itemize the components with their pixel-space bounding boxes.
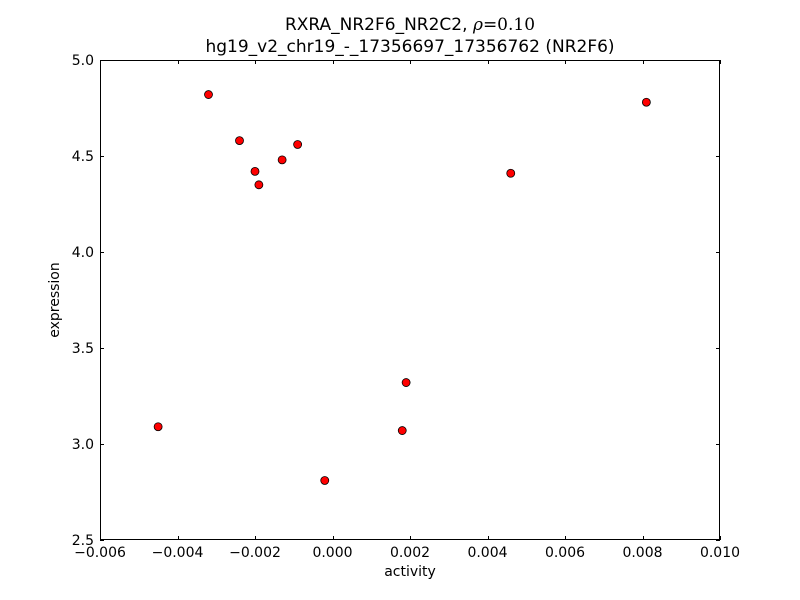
y-tick-label: 2.5 <box>72 533 94 549</box>
y-tick-label: 3.5 <box>72 341 94 357</box>
data-point <box>293 140 303 149</box>
x-tick-label: 0.004 <box>467 545 507 561</box>
data-point <box>320 476 330 485</box>
x-tick-label: 0.000 <box>312 545 352 561</box>
axis-ticks: −0.006 −0.004 −0.002 0.000 0.002 0.004 0.006 0.… <box>72 53 740 561</box>
data-point <box>254 180 264 190</box>
x-tick-label: −0.006 <box>74 545 126 561</box>
x-tick-label: 0.008 <box>622 545 662 561</box>
chart-title-line1: RXRA_NR2F6_NR2C2, ρ=0.10 <box>285 15 535 35</box>
y-tick-label: 4.5 <box>72 149 94 165</box>
x-tick-label: −0.002 <box>229 545 281 561</box>
chart-title-main: RXRA_NR2F6_NR2C2, <box>285 15 473 35</box>
data-point <box>397 426 407 435</box>
data-point <box>235 136 244 146</box>
data-point <box>153 422 163 432</box>
data-point <box>401 378 411 387</box>
data-point <box>641 97 651 107</box>
data-point <box>204 90 213 99</box>
rho-value: =0.10 <box>483 15 535 35</box>
data-point <box>277 155 287 165</box>
y-tick-label: 3.0 <box>72 437 94 453</box>
x-tick-label: −0.004 <box>152 545 204 561</box>
data-point <box>250 166 260 176</box>
data-points <box>153 90 651 485</box>
x-tick-label: 0.010 <box>700 545 740 561</box>
x-tick-label: 0.006 <box>545 545 585 561</box>
y-axis-label: expression <box>47 262 63 338</box>
x-axis-label: activity <box>384 564 436 580</box>
chart-title-line2: hg19_v2_chr19_-_17356697_17356762 (NR2F6… <box>205 37 614 57</box>
y-tick-label: 4.0 <box>72 245 94 261</box>
plot-area-frame <box>100 60 720 540</box>
x-tick-label: 0.002 <box>390 545 430 561</box>
y-tick-label: 5.0 <box>72 53 94 69</box>
rho-symbol: ρ <box>472 15 483 35</box>
data-point <box>506 168 516 178</box>
